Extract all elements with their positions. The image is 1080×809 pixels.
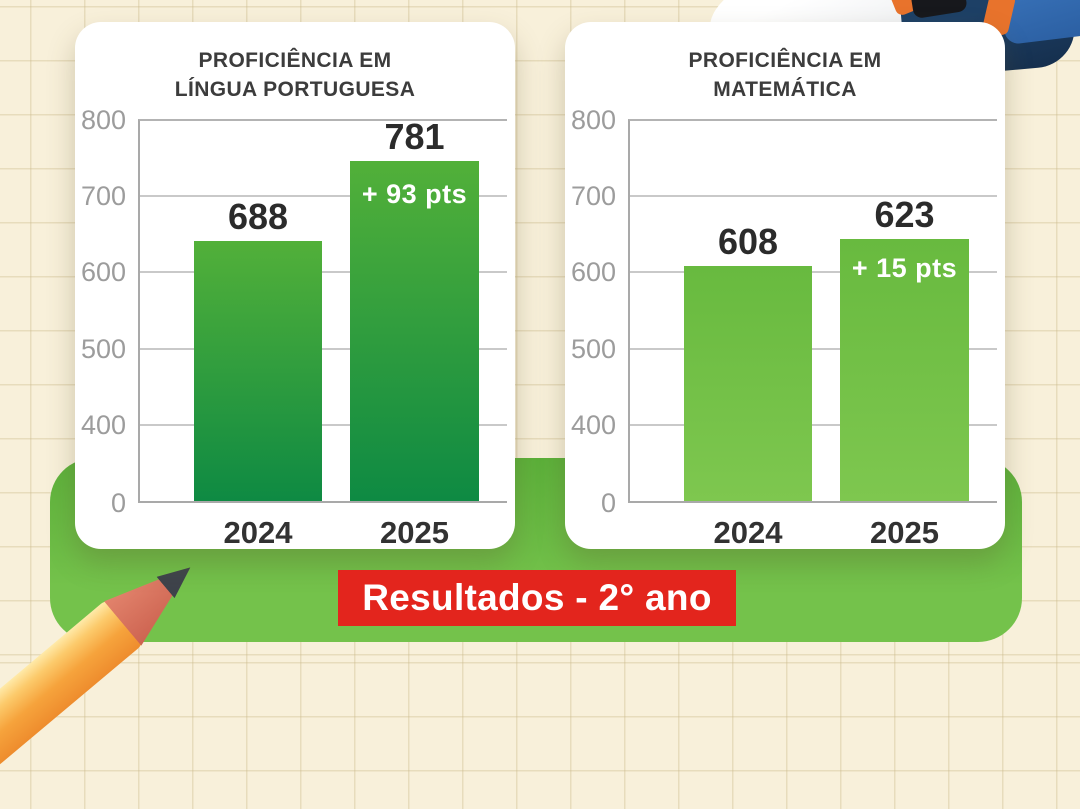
y-axis-tick: 600 xyxy=(80,257,126,287)
bar-delta-badge: + 15 pts xyxy=(851,253,958,284)
bar-value-label: 608 xyxy=(717,220,779,262)
bar-2024 xyxy=(194,240,322,501)
y-axis-tick: 500 xyxy=(80,334,126,364)
pencil-body xyxy=(0,597,146,809)
y-axis-tick: 800 xyxy=(570,105,616,135)
gridline-400 xyxy=(140,424,507,426)
y-axis-tick: 700 xyxy=(80,181,126,211)
chart-title-line2: LÍNGUA PORTUGUESA xyxy=(174,78,416,102)
chart-title-line1: PROFICIÊNCIA EM xyxy=(198,49,392,72)
x-axis-label-2025: 2025 xyxy=(870,515,939,550)
plot-area: 800 700 600 500 400 0 + 93 pts 688 781 2… xyxy=(81,106,507,550)
chart-title: PROFICIÊNCIA EM MATEMÁTICA xyxy=(565,46,1005,105)
bar-2025: + 93 pts xyxy=(350,161,479,501)
y-axis-tick: 400 xyxy=(80,410,126,440)
x-axis-label-2024: 2024 xyxy=(713,515,783,550)
bar-2024 xyxy=(684,265,812,501)
gridline-700 xyxy=(630,195,997,197)
x-axis-label-2025: 2025 xyxy=(380,515,449,550)
chart-title-line1: PROFICIÊNCIA EM xyxy=(688,49,882,72)
y-axis-tick: 0 xyxy=(600,488,616,518)
gridline-400 xyxy=(630,424,997,426)
chart-card-matematica: PROFICIÊNCIA EM MATEMÁTICA 800 700 600 5… xyxy=(565,22,1005,550)
gridline-500 xyxy=(140,348,507,350)
bar-delta-badge: + 93 pts xyxy=(361,179,468,210)
gridline-600 xyxy=(140,271,507,273)
results-banner: Resultados - 2° ano xyxy=(338,570,736,626)
bar-2025: + 15 pts xyxy=(840,239,969,501)
bar-value-label: 688 xyxy=(227,195,289,237)
y-axis-tick: 600 xyxy=(570,257,616,287)
gridline-500 xyxy=(630,348,997,350)
gridline-600 xyxy=(630,271,997,273)
bar-value-label: 623 xyxy=(874,194,935,236)
y-axis-tick: 500 xyxy=(570,334,616,364)
y-axis-tick: 700 xyxy=(570,181,616,211)
chart-title-line2: MATEMÁTICA xyxy=(713,78,857,102)
y-axis-tick: 400 xyxy=(570,410,616,440)
chart-title: PROFICIÊNCIA EM LÍNGUA PORTUGUESA xyxy=(75,46,515,105)
plot-area: 800 700 600 500 400 0 + 15 pts 608 623 2… xyxy=(571,106,997,550)
bar-value-label: 781 xyxy=(384,116,445,158)
gridline-700 xyxy=(140,195,507,197)
y-axis-tick: 0 xyxy=(110,488,126,518)
chart-card-lingua-portuguesa: PROFICIÊNCIA EM LÍNGUA PORTUGUESA 800 70… xyxy=(75,22,515,550)
x-axis-label-2024: 2024 xyxy=(223,515,293,550)
y-axis-tick: 800 xyxy=(80,105,126,135)
